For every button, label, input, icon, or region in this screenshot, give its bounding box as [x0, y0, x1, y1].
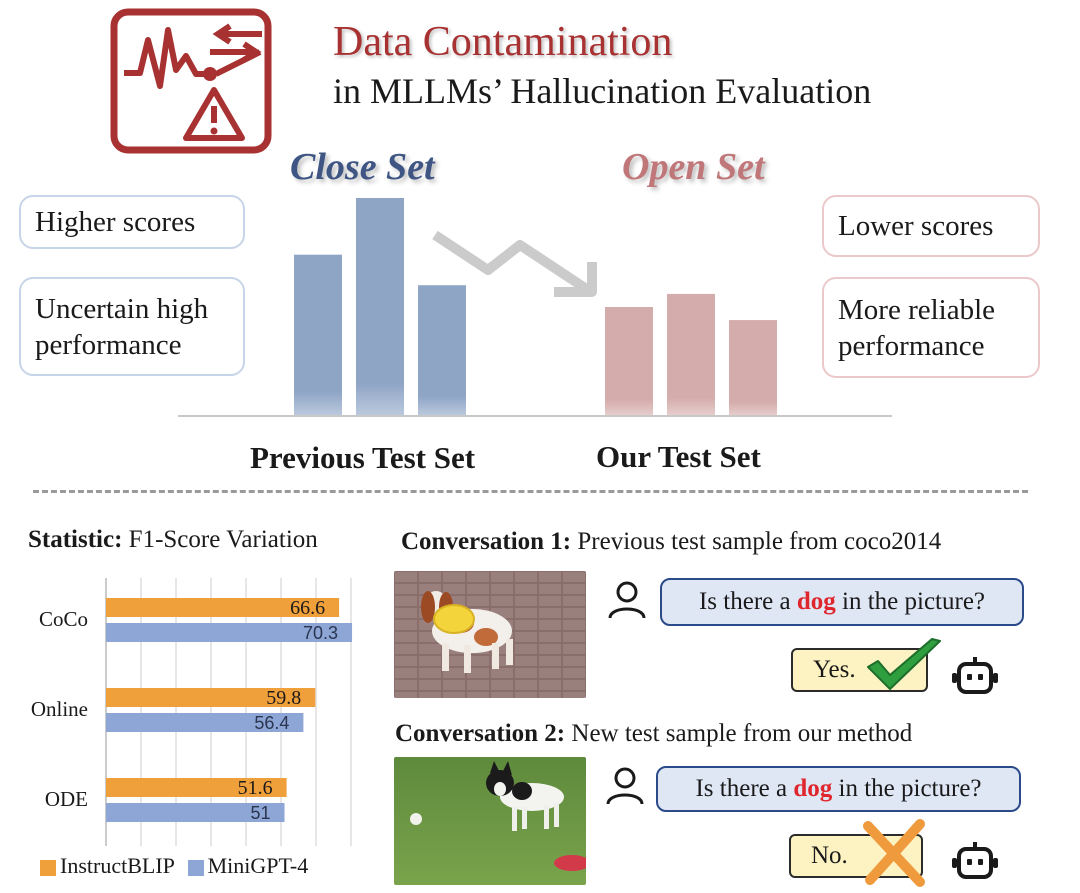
section-divider	[33, 490, 1028, 493]
conversation-1-label: Conversation 1: Previous test sample fro…	[401, 528, 941, 556]
category-label: Online	[31, 697, 88, 721]
statistic-title-text: F1-Score Variation	[128, 526, 318, 553]
previous-set-bar	[418, 285, 466, 416]
answer-text: No.	[811, 842, 848, 869]
data-label: 70.3	[303, 623, 338, 643]
legend-label-minigpt4: MiniGPT-4	[207, 853, 309, 878]
note-reliable-performance: More reliable performance	[822, 277, 1040, 378]
question-keyword: dog	[796, 588, 836, 615]
category-label: ODE	[45, 787, 88, 811]
check-icon	[867, 638, 941, 690]
f1-score-chart: CoCo 66.6 70.3 Online 59.8 56.4 ODE 51.6 51	[31, 578, 353, 846]
conversation-2-label: Conversation 2: New test sample from our…	[395, 720, 912, 748]
conversation-2-desc: New test sample from our method	[571, 720, 913, 747]
chart-legend: InstructBLIP MiniGPT-4	[40, 853, 308, 879]
note-text: Uncertain high performance	[35, 292, 209, 361]
open-set-label: Open Set	[622, 146, 765, 188]
note-higher-scores: Higher scores	[19, 195, 245, 249]
question-suffix: in the picture?	[838, 775, 982, 802]
question-bubble-1: Is there a dog in the picture?	[660, 578, 1024, 626]
bar-instructblip	[106, 598, 340, 617]
question-prefix: Is there a	[695, 775, 788, 802]
dog-with-frisbee-photo	[394, 571, 586, 698]
question-suffix: in the picture?	[842, 588, 986, 615]
note-text: Higher scores	[35, 206, 196, 238]
our-set-bar	[667, 293, 715, 416]
legend-label-instructblip: InstructBLIP	[60, 853, 175, 878]
question-bubble-2: Is there a dog in the picture?	[656, 766, 1021, 812]
our-set-bar	[605, 307, 653, 416]
zigzag-down-arrow-icon	[432, 230, 597, 297]
question-prefix: Is there a	[698, 588, 791, 615]
logo	[110, 8, 272, 154]
bar-instructblip	[106, 778, 287, 797]
answer-text: Yes.	[813, 656, 856, 683]
page-title: Data Contamination	[333, 19, 673, 65]
data-label: 59.8	[266, 687, 301, 709]
concept-bars	[178, 198, 892, 417]
question-keyword: dog	[793, 775, 833, 802]
our-test-set-label: Our Test Set	[596, 439, 761, 474]
statistic-title-bold: Statistic:	[28, 526, 123, 553]
data-label: 51	[250, 803, 270, 823]
previous-set-bar	[356, 198, 404, 416]
user-icon	[606, 767, 644, 805]
bar-minigpt-4	[106, 623, 353, 642]
note-text: More reliable performance	[838, 293, 996, 362]
close-set-label: Close Set	[290, 146, 435, 188]
statistic-title: Statistic: F1-Score Variation	[28, 526, 318, 554]
note-lower-scores: Lower scores	[822, 195, 1040, 257]
data-label: 56.4	[254, 713, 289, 733]
bar-instructblip	[106, 688, 316, 707]
robot-icon	[952, 657, 998, 694]
data-label: 51.6	[238, 777, 273, 799]
our-set-bar	[729, 320, 777, 416]
data-label: 66.6	[290, 597, 325, 619]
previous-set-bar	[294, 254, 342, 416]
conversation-2-title: Conversation 2:	[395, 720, 566, 747]
bar-minigpt-4	[106, 713, 304, 732]
cross-icon	[863, 819, 925, 887]
conversation-1-desc: Previous test sample from coco2014	[577, 528, 942, 555]
user-icon	[608, 581, 646, 619]
data-warning-icon	[110, 8, 272, 154]
robot-icon	[952, 842, 998, 879]
bar-minigpt-4	[106, 803, 285, 822]
category-label: CoCo	[39, 607, 88, 631]
note-text: Lower scores	[838, 210, 994, 242]
conversation-1-title: Conversation 1:	[401, 528, 572, 555]
dog-on-grass-photo	[394, 757, 586, 885]
note-uncertain-performance: Uncertain high performance	[19, 277, 245, 376]
page-subtitle: in MLLMs’ Hallucination Evaluation	[333, 71, 872, 111]
legend-swatch-minigpt4	[187, 859, 204, 876]
legend-swatch-instructblip	[40, 859, 56, 876]
previous-test-set-label: Previous Test Set	[250, 440, 476, 475]
